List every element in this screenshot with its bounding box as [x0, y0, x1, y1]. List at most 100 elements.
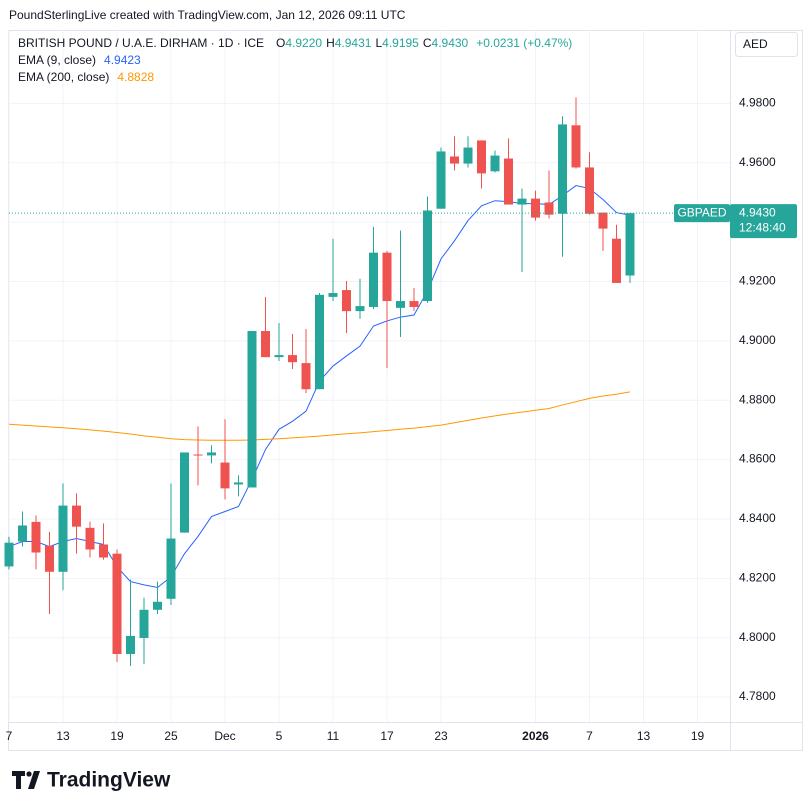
candle-body — [4, 542, 14, 567]
candles — [4, 97, 635, 666]
legend: BRITISH POUND / U.A.E. DIRHAM · 1D · ICE… — [18, 35, 576, 86]
logo-icon[interactable] — [26, 771, 32, 777]
candle-body — [544, 202, 554, 215]
x-tick-label: 19 — [110, 729, 124, 743]
candle-body — [301, 363, 311, 390]
candle-body — [247, 331, 257, 488]
candle-body — [517, 198, 527, 205]
x-tick-label: 23 — [434, 729, 448, 743]
candle-body — [180, 452, 189, 533]
ohlc-key: H — [326, 36, 335, 50]
indicator-legend: EMA (200, close) 4.8828 — [18, 69, 576, 86]
candle-body — [193, 454, 203, 456]
logo-icon[interactable] — [12, 771, 25, 789]
candle-body — [112, 553, 122, 655]
candle-body — [612, 238, 621, 283]
y-tick-label: 4.9800 — [739, 95, 776, 109]
logo-text[interactable]: TradingView — [47, 769, 171, 792]
candle-body — [220, 462, 230, 489]
ohlc-value: 4.9195 — [382, 36, 419, 50]
ohlc-value: 4.9220 — [285, 36, 323, 50]
indicator-name: EMA (9, close) — [18, 53, 97, 67]
candle-body — [18, 525, 27, 542]
x-tick-label: 13 — [56, 729, 70, 743]
ohlc-value: 4.9430 — [431, 36, 469, 50]
x-tick-label: 5 — [276, 729, 283, 743]
y-tick-label: 4.7800 — [739, 689, 776, 703]
x-tick-label: 2026 — [522, 729, 549, 743]
candle-body — [207, 452, 216, 456]
symbol-tag — [674, 204, 730, 223]
indicator-value: 4.8828 — [117, 70, 155, 84]
countdown-label: 12:48:40 — [739, 220, 786, 234]
candle-body — [234, 482, 243, 485]
y-tick-label: 4.9200 — [739, 274, 776, 288]
candle-body — [58, 505, 68, 572]
candle-body — [166, 538, 176, 599]
y-tick-label: 4.8000 — [739, 630, 776, 644]
price-tag — [730, 204, 797, 239]
currency-button-box[interactable] — [735, 32, 798, 57]
logo-icon[interactable] — [28, 771, 40, 789]
candle-body — [31, 521, 41, 553]
candle-body — [369, 252, 378, 307]
x-tick-label: 25 — [164, 729, 178, 743]
symbol: BRITISH POUND / U.A.E. DIRHAM · 1D · ICE — [18, 36, 265, 50]
candle-body — [126, 635, 135, 655]
candle-body — [450, 156, 459, 164]
candle-body — [625, 213, 635, 276]
x-tick-label: 13 — [637, 729, 651, 743]
candle-body — [342, 290, 351, 312]
x-tick-label: 17 — [380, 729, 394, 743]
candle-body — [598, 212, 608, 229]
candle-body — [315, 294, 324, 390]
footer-logo[interactable]: TradingView — [12, 769, 171, 792]
candle-body — [423, 210, 432, 302]
candle-body — [558, 124, 567, 214]
candle-body — [153, 601, 162, 610]
currency-button[interactable]: AED — [735, 32, 798, 57]
candle-body — [463, 147, 473, 164]
caption: PoundSterlingLive created with TradingVi… — [9, 8, 406, 22]
price-tag-label: 4.9430 — [739, 205, 776, 219]
change: +0.0231 (+0.47%) — [476, 36, 573, 50]
candle-body — [396, 301, 405, 308]
ohlc-key: C — [422, 36, 432, 50]
candle-body — [45, 545, 54, 572]
candle-body — [261, 331, 270, 358]
y-tick-label: 4.8600 — [739, 452, 776, 466]
ohlc-value: 4.9431 — [334, 36, 372, 50]
ohlc-key: O — [276, 36, 286, 50]
legend-row: BRITISH POUND / U.A.E. DIRHAM · 1D · ICE… — [18, 35, 576, 52]
candle-body — [531, 198, 540, 218]
indicator-legend: EMA (9, close) 4.9423 — [18, 52, 576, 69]
grid — [8, 30, 730, 722]
x-tick-label: Dec — [214, 729, 235, 743]
candle-body — [571, 125, 581, 168]
y-tick-label: 4.8400 — [739, 511, 776, 525]
candle-body — [504, 158, 513, 205]
ohlc: O4.9220 H4.9431 L4.9195 C4.9430 — [276, 36, 472, 50]
candle-body — [409, 301, 419, 307]
candle-body — [585, 167, 594, 214]
candle-body — [274, 355, 284, 358]
candle-body — [288, 355, 297, 363]
y-tick-label: 4.8200 — [739, 570, 776, 584]
x-tick-label: 7 — [6, 729, 13, 743]
candle-body — [382, 252, 392, 302]
candle-body — [99, 544, 108, 558]
currency-label[interactable]: AED — [743, 37, 768, 51]
indicator-value: 4.9423 — [104, 53, 141, 67]
candle-body — [436, 151, 446, 209]
candle-body — [490, 155, 500, 172]
candle-body — [85, 527, 95, 550]
candle-body — [72, 505, 81, 527]
x-tick-label: 19 — [691, 729, 705, 743]
symbol-tag-label: GBPAED — [677, 205, 726, 219]
y-tick-label: 4.9600 — [739, 155, 776, 169]
candle-body — [328, 293, 338, 297]
y-tick-label: 4.8800 — [739, 392, 776, 406]
x-tick-label: 11 — [327, 729, 340, 743]
